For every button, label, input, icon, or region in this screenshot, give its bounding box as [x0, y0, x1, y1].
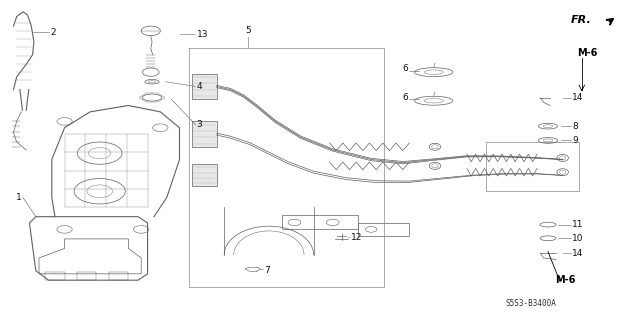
Text: FR.: FR.	[571, 15, 591, 25]
Text: S5S3-B3400A: S5S3-B3400A	[505, 299, 556, 308]
Text: 5: 5	[246, 26, 252, 35]
Bar	[358, 223, 410, 236]
Text: M-6: M-6	[555, 275, 575, 285]
Text: 9: 9	[572, 136, 578, 145]
Text: 8: 8	[572, 122, 578, 131]
Bar	[109, 272, 129, 280]
Text: 14: 14	[572, 93, 584, 102]
Bar	[45, 272, 65, 280]
Bar	[192, 74, 216, 99]
Text: 14: 14	[572, 249, 584, 258]
Text: 11: 11	[572, 220, 584, 229]
Text: 7: 7	[264, 266, 270, 275]
Text: 6: 6	[403, 93, 408, 102]
Text: 13: 13	[196, 30, 208, 39]
Text: 10: 10	[572, 234, 584, 243]
Text: 2: 2	[50, 28, 56, 37]
Bar	[77, 272, 97, 280]
Bar	[486, 142, 579, 191]
Text: 3: 3	[196, 120, 202, 129]
Text: 4: 4	[196, 82, 202, 91]
Text: 6: 6	[403, 64, 408, 73]
Text: M-6: M-6	[577, 48, 597, 58]
Text: 12: 12	[351, 233, 362, 242]
Text: 1: 1	[16, 193, 22, 202]
Bar	[192, 122, 216, 147]
Bar	[282, 215, 358, 229]
Bar	[192, 164, 216, 187]
